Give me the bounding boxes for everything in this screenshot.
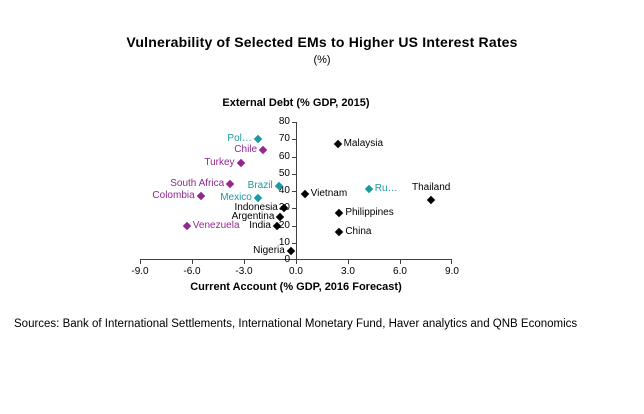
- point-label-malaysia: Malaysia: [343, 138, 384, 150]
- x-axis-title: Current Account (% GDP, 2016 Forecast): [190, 281, 402, 293]
- y-axis-line: [296, 122, 297, 260]
- x-tick-mark: [451, 260, 452, 264]
- y-tick-mark: [292, 191, 296, 192]
- point-label-south-africa: South Africa: [170, 178, 225, 190]
- point-label-philippines: Philippines: [345, 207, 394, 219]
- y-tick-label: 40: [278, 185, 290, 196]
- plot-area: 01020304050607080-9.0-6.0-3.00.03.06.09.…: [131, 116, 459, 277]
- point-label-colombia: Colombia: [152, 190, 195, 202]
- data-point-china: [335, 228, 344, 237]
- data-point-turkey: [236, 159, 245, 168]
- y-tick-label: 60: [278, 150, 290, 162]
- y-tick-mark: [292, 242, 296, 244]
- y-tick-mark: [292, 225, 296, 227]
- sources-note: Sources: Bank of International Settlemen…: [14, 318, 578, 330]
- point-label-india: India: [249, 219, 271, 231]
- y-tick-mark: [292, 122, 296, 123]
- data-point-venezuela: [182, 221, 192, 230]
- y-tick-mark: [292, 173, 296, 175]
- y-tick-mark: [292, 259, 296, 260]
- y-tick-label: 50: [278, 167, 290, 179]
- point-label-nigeria: Nigeria: [253, 245, 285, 257]
- data-point-chile: [258, 145, 268, 154]
- data-point-south-africa: [225, 179, 235, 189]
- y-tick-label: 70: [278, 133, 290, 145]
- chart-title: Vulnerability of Selected EMs to Higher …: [126, 34, 518, 50]
- x-tick-mark: [140, 260, 141, 264]
- point-label-vietnam: Vietnam: [310, 188, 348, 200]
- point-label-chile: Chile: [234, 143, 258, 155]
- y-tick-label: 0: [284, 254, 290, 265]
- data-point-pol: [253, 135, 263, 144]
- x-tick-label: 0.0: [289, 266, 303, 277]
- x-tick-label: 3.0: [341, 266, 355, 277]
- x-tick-label: -6.0: [183, 266, 201, 277]
- y-tick-mark: [292, 139, 296, 141]
- x-tick-mark: [296, 260, 297, 264]
- y-tick-label: 10: [278, 236, 290, 248]
- point-label-mexico: Mexico: [220, 191, 252, 203]
- x-axis-line: [140, 259, 452, 260]
- point-label-turkey: Turkey: [204, 157, 235, 169]
- x-tick-mark: [348, 260, 349, 264]
- y-tick-label: 80: [278, 116, 290, 127]
- data-point-malaysia: [333, 140, 342, 149]
- x-tick-label: -3.0: [235, 266, 253, 277]
- point-label-argentina: Argentina: [231, 210, 275, 222]
- y-tick-mark: [292, 156, 296, 158]
- data-point-mexico: [253, 193, 263, 203]
- point-label-thailand: Thailand: [412, 181, 451, 193]
- data-point-philippines: [335, 209, 344, 218]
- x-tick-mark: [244, 260, 245, 264]
- point-label-ru: Ru…: [374, 183, 398, 195]
- data-point-colombia: [196, 191, 205, 201]
- x-tick-label: 6.0: [393, 266, 407, 277]
- x-tick-label: 9.0: [445, 266, 459, 277]
- y-tick-label: 20: [278, 219, 290, 231]
- data-point-ru: [364, 185, 374, 194]
- x-tick-mark: [192, 260, 193, 264]
- chart-subtitle: (%): [313, 54, 331, 66]
- data-point-thailand: [426, 195, 436, 204]
- point-label-venezuela: Venezuela: [192, 219, 240, 231]
- x-tick-label: -9.0: [131, 266, 149, 277]
- y-axis-title: External Debt (% GDP, 2015): [222, 97, 370, 109]
- y-tick-mark: [292, 208, 296, 210]
- point-label-indonesia: Indonesia: [234, 202, 278, 214]
- point-label-china: China: [345, 226, 372, 238]
- point-label-pol: Pol…: [227, 133, 252, 145]
- data-point-vietnam: [300, 190, 309, 199]
- point-label-brazil: Brazil: [247, 179, 273, 191]
- x-tick-mark: [400, 260, 401, 264]
